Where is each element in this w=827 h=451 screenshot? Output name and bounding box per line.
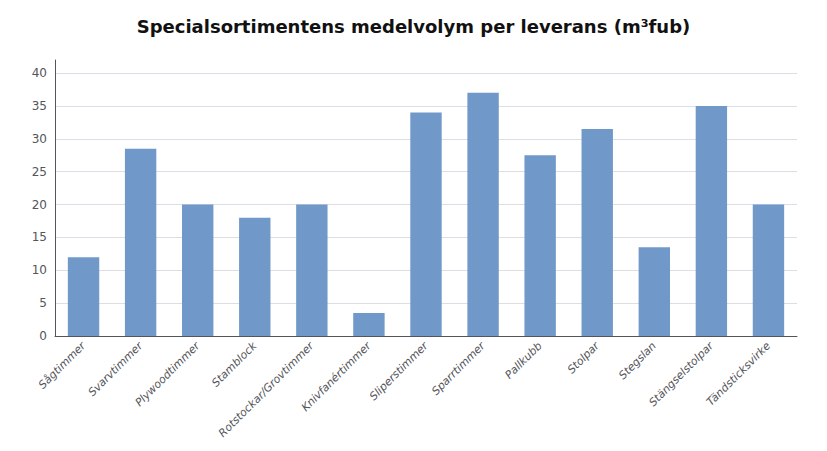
svg-text:Plywoodtimmer: Plywoodtimmer: [133, 338, 204, 409]
svg-text:Specialsortimentens medelvolym: Specialsortimentens medelvolym per lever…: [137, 16, 691, 37]
svg-text:Sågtimmer: Sågtimmer: [36, 338, 89, 391]
svg-text:20: 20: [32, 198, 47, 212]
svg-text:Rotstockar/Grovtimmer: Rotstockar/Grovtimmer: [216, 338, 317, 439]
svg-text:35: 35: [32, 99, 47, 113]
svg-text:Tändsticksvirke: Tändsticksvirke: [704, 339, 773, 408]
svg-text:Stegslan: Stegslan: [616, 339, 659, 382]
svg-text:15: 15: [32, 230, 47, 244]
svg-text:40: 40: [32, 66, 47, 80]
svg-text:25: 25: [32, 165, 47, 179]
svg-text:10: 10: [32, 263, 47, 277]
svg-text:Stamblock: Stamblock: [209, 339, 260, 390]
svg-text:Knivfanértimmer: Knivfanértimmer: [299, 338, 375, 414]
svg-text:Stängselstolpar: Stängselstolpar: [646, 339, 716, 410]
svg-text:Sparrtimmer: Sparrtimmer: [429, 338, 489, 398]
svg-text:0: 0: [39, 329, 47, 343]
svg-text:30: 30: [32, 132, 47, 146]
svg-text:Sliperstimmer: Sliperstimmer: [367, 338, 432, 403]
svg-text:5: 5: [39, 296, 47, 310]
svg-text:Stolpar: Stolpar: [565, 338, 603, 376]
svg-text:Pallkubb: Pallkubb: [503, 339, 545, 381]
svg-text:Svarvtimmer: Svarvtimmer: [86, 338, 147, 399]
